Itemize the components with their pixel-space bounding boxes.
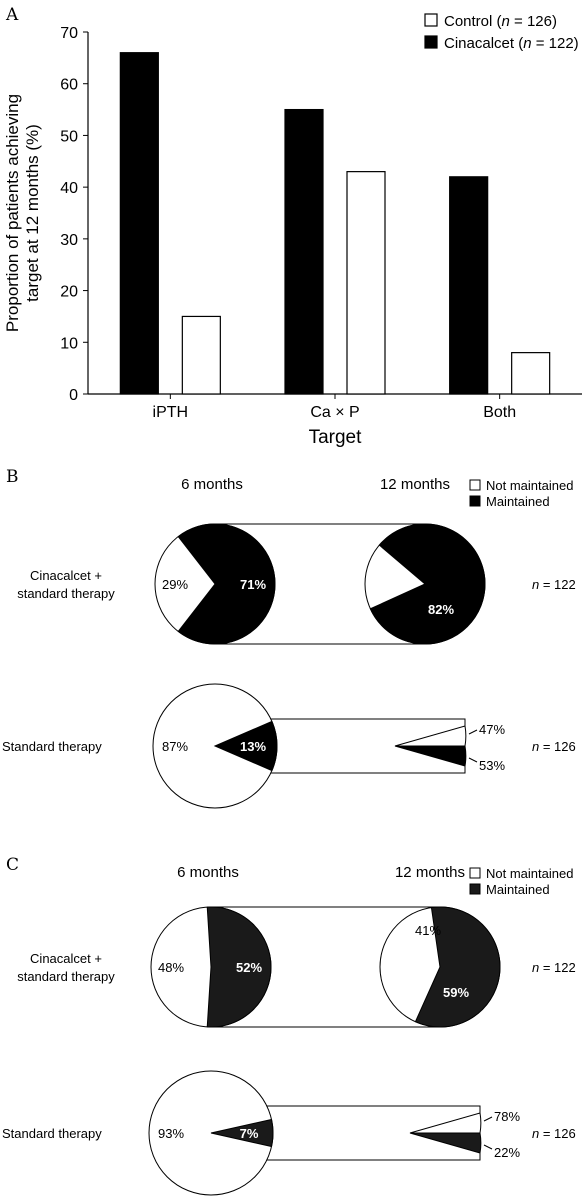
bar-control-3 [511, 352, 551, 395]
y-tick-label: 40 [60, 180, 78, 197]
connector-band [215, 523, 425, 645]
y-axis-title-line2: target at 12 months (%) [23, 124, 42, 302]
row-label-line2: standard therapy [17, 969, 115, 984]
row-label: Standard therapy [2, 739, 102, 754]
pie-6m-maintained [213, 720, 278, 772]
legend-swatch-cinacalcet [424, 35, 438, 49]
legend-swatch-not-maintained [469, 867, 481, 879]
x-tick-label: Both [483, 404, 516, 421]
x-axis-title: Target [309, 427, 363, 448]
pie-6m-maintained [177, 523, 276, 645]
leader-line [483, 1144, 493, 1150]
pie-12m-maintained-label: 22% [494, 1145, 520, 1160]
pie-12m-not-maintained-label: 18% [400, 540, 426, 555]
bar-cinacalcet-2 [284, 108, 324, 395]
row-label: Standard therapy [2, 1126, 102, 1141]
n-label: n = 126 [532, 1126, 576, 1141]
pie-12m-maintained-label: 82% [428, 602, 454, 617]
pie-6m-maintained-label: 52% [236, 960, 262, 975]
legend-swatch-control [424, 13, 438, 27]
y-tick-label: 60 [60, 77, 78, 94]
pie-12m-maintained [369, 523, 486, 645]
y-axis-title-line1: Proportion of patients achieving [3, 94, 22, 332]
legend-swatch-maintained [469, 495, 481, 507]
legend-swatch-maintained [469, 883, 481, 895]
pie-12m-not-maintained-label: 41% [415, 923, 441, 938]
n-label: n = 122 [532, 577, 576, 592]
legend-label-maintained: Maintained [486, 494, 550, 509]
pie-12m-maintained-label: 59% [443, 985, 469, 1000]
timepoint-6-months: 6 months [177, 864, 239, 881]
x-tick-label: Ca × P [310, 404, 359, 421]
y-axis-title: Proportion of patients achieving target a… [3, 94, 42, 332]
timepoint-12-months: 12 months [380, 476, 450, 493]
pie-12m-not-maintained-label: 47% [479, 722, 505, 737]
pie-6m-maintained [210, 1118, 274, 1148]
y-tick-label: 0 [69, 387, 78, 404]
legend-label-maintained: Maintained [486, 882, 550, 897]
pie-6m-maintained-label: 7% [240, 1126, 259, 1141]
legend-label-control: Control (n = 126) [444, 13, 557, 30]
panel-label-a: A [5, 5, 19, 25]
leader-line [468, 757, 478, 763]
pie-12m-not-maintained-label: 78% [494, 1109, 520, 1124]
legend-swatch-not-maintained [469, 479, 481, 491]
pie-6m-not-maintained-label: 93% [158, 1126, 184, 1141]
legend-label-not-maintained: Not maintained [486, 478, 573, 493]
bar-cinacalcet-1 [119, 52, 159, 395]
leader-line [468, 729, 478, 735]
n-label: n = 126 [532, 739, 576, 754]
row-label-line1: Cinacalcet + [30, 951, 102, 966]
pie-6m-maintained-label: 71% [240, 577, 266, 592]
timepoint-6-months: 6 months [181, 476, 243, 493]
panel-label-b: B [6, 467, 19, 487]
bar-cinacalcet-3 [449, 176, 489, 395]
y-tick-label: 70 [60, 25, 78, 42]
y-tick-label: 20 [60, 284, 78, 301]
pie-6m-not-maintained-label: 48% [158, 960, 184, 975]
leader-line [483, 1116, 493, 1122]
panel-label-c: C [6, 855, 19, 875]
row-label-line1: Cinacalcet + [30, 568, 102, 583]
legend-label-cinacalcet: Cinacalcet (n = 122) [444, 35, 579, 52]
y-tick-label: 30 [60, 232, 78, 249]
y-tick-label: 10 [60, 335, 78, 352]
connector-band [211, 906, 440, 1028]
x-tick-label: iPTH [153, 404, 189, 421]
pie-12m-maintained [409, 1132, 482, 1154]
pie-12m-maintained-label: 53% [479, 758, 505, 773]
y-tick-label: 50 [60, 128, 78, 145]
timepoint-12-months: 12 months [395, 864, 465, 881]
pie-12m-maintained [394, 745, 467, 767]
pie-12m-maintained [414, 906, 501, 1028]
n-label: n = 122 [532, 960, 576, 975]
pie-6m-not-maintained-label: 87% [162, 739, 188, 754]
pie-6m-maintained [206, 906, 272, 1028]
bar-control-1 [181, 315, 221, 395]
pie-6m-maintained-label: 13% [240, 739, 266, 754]
row-label-line2: standard therapy [17, 586, 115, 601]
legend-label-not-maintained: Not maintained [486, 866, 573, 881]
pie-6m-not-maintained-label: 29% [162, 577, 188, 592]
bar-control-2 [346, 171, 386, 395]
